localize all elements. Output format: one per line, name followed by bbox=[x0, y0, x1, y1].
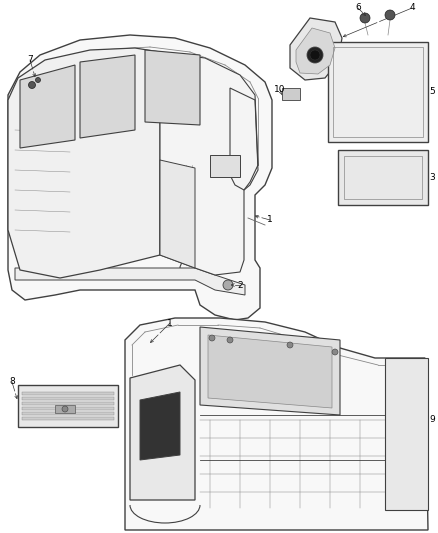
Polygon shape bbox=[296, 28, 335, 74]
Text: 4: 4 bbox=[409, 4, 415, 12]
Circle shape bbox=[35, 77, 40, 83]
Bar bbox=[22, 407, 114, 410]
Polygon shape bbox=[160, 160, 195, 268]
Polygon shape bbox=[385, 358, 428, 510]
Text: 5: 5 bbox=[429, 87, 435, 96]
Text: 3: 3 bbox=[429, 174, 435, 182]
Bar bbox=[344, 156, 422, 199]
Circle shape bbox=[360, 13, 370, 23]
Text: 7: 7 bbox=[27, 55, 33, 64]
Polygon shape bbox=[130, 365, 195, 500]
Bar bbox=[210, 155, 240, 177]
Polygon shape bbox=[8, 35, 272, 320]
Circle shape bbox=[227, 337, 233, 343]
Text: 6: 6 bbox=[355, 4, 361, 12]
Bar bbox=[22, 392, 114, 395]
Circle shape bbox=[307, 47, 323, 63]
Polygon shape bbox=[20, 65, 75, 148]
Polygon shape bbox=[140, 392, 180, 460]
Text: 2: 2 bbox=[237, 280, 243, 289]
Text: 1: 1 bbox=[167, 319, 173, 327]
Polygon shape bbox=[145, 50, 200, 125]
Circle shape bbox=[62, 406, 68, 412]
Bar bbox=[333, 47, 423, 137]
Bar bbox=[18, 385, 118, 427]
Circle shape bbox=[28, 82, 35, 88]
Text: 9: 9 bbox=[429, 416, 435, 424]
Text: 1: 1 bbox=[267, 215, 273, 224]
Circle shape bbox=[385, 10, 395, 20]
Circle shape bbox=[310, 50, 320, 60]
Bar bbox=[22, 417, 114, 420]
Bar bbox=[22, 412, 114, 415]
Polygon shape bbox=[200, 327, 340, 415]
Polygon shape bbox=[328, 42, 428, 142]
Bar bbox=[55, 405, 75, 413]
Circle shape bbox=[287, 342, 293, 348]
Polygon shape bbox=[338, 150, 428, 205]
Polygon shape bbox=[208, 335, 332, 408]
Circle shape bbox=[223, 280, 233, 290]
Polygon shape bbox=[80, 55, 135, 138]
Circle shape bbox=[332, 349, 338, 355]
Circle shape bbox=[209, 335, 215, 341]
Text: 8: 8 bbox=[9, 377, 15, 386]
Polygon shape bbox=[125, 318, 428, 530]
Polygon shape bbox=[290, 18, 342, 80]
Bar bbox=[22, 402, 114, 405]
Polygon shape bbox=[160, 52, 258, 275]
Polygon shape bbox=[8, 48, 160, 278]
Bar bbox=[282, 88, 300, 100]
Polygon shape bbox=[15, 268, 245, 295]
Bar bbox=[22, 397, 114, 400]
Text: 10: 10 bbox=[274, 85, 286, 94]
